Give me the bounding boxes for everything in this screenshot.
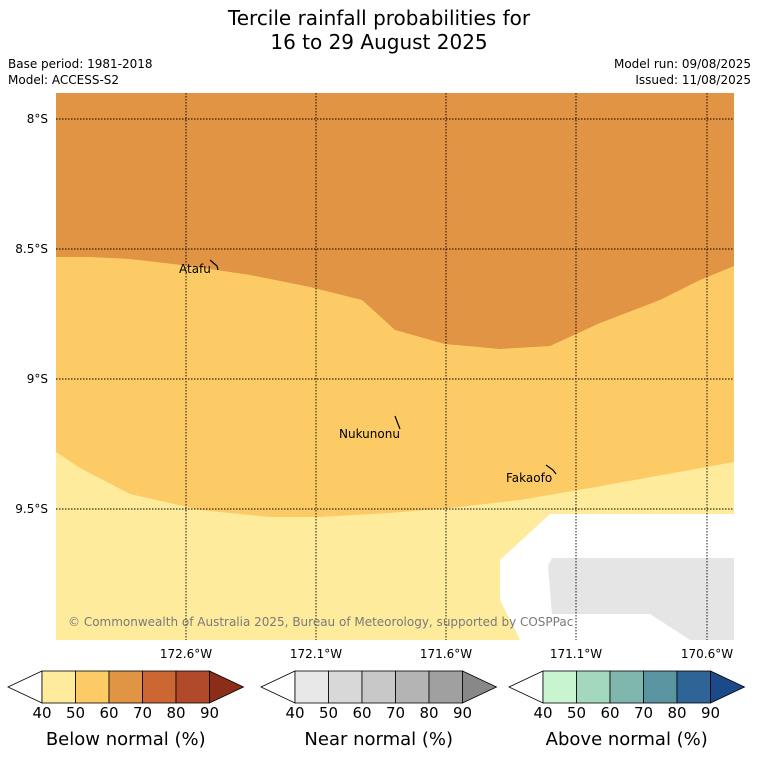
near-legend-tick: 40 — [285, 704, 305, 722]
near-legend-swatch — [428, 670, 463, 704]
lat-label-9s: 9°S — [26, 372, 48, 386]
model-name: Model: ACCESS-S2 — [8, 73, 120, 87]
lat-label-8-5s: 8.5°S — [15, 242, 48, 256]
issued-date: Issued: 11/08/2025 — [635, 73, 751, 87]
title-line-2: 16 to 29 August 2025 — [270, 30, 488, 54]
above-legend-tick: 90 — [700, 704, 721, 722]
place-atafu: Atafu — [179, 262, 211, 276]
above-legend-swatch — [676, 670, 711, 704]
near-legend-arrow-high — [462, 670, 498, 704]
legend-bars — [7, 670, 746, 704]
copyright-text: © Commonwealth of Australia 2025, Bureau… — [68, 615, 574, 629]
nukunonu-outline — [394, 415, 401, 430]
below-legend-label: Below normal (%) — [45, 729, 206, 750]
near-legend-tick: 50 — [318, 704, 339, 722]
below-legend-tick: 70 — [132, 704, 153, 722]
above-legend-label: Above normal (%) — [545, 729, 708, 750]
below-legend-swatch — [41, 670, 76, 704]
above-legend-arrow-low — [508, 670, 544, 704]
lat-label-9-5s: 9.5°S — [15, 502, 48, 516]
near-legend-swatch — [294, 670, 329, 704]
near-legend-label: Near normal (%) — [304, 729, 454, 750]
below-legend-arrow-low — [7, 670, 43, 704]
near-legend-tick: 60 — [352, 704, 372, 722]
near-legend-tick: 80 — [419, 704, 439, 722]
above-legend-tick: 60 — [600, 704, 620, 722]
region-no-data-grey — [548, 558, 734, 640]
near-legend-swatch — [361, 670, 396, 704]
above-legend-swatch — [542, 670, 577, 704]
fakaofo-outline — [545, 464, 557, 475]
above-legend-swatch — [643, 670, 678, 704]
gridlines — [56, 93, 734, 640]
place-fakaofo: Fakaofo — [506, 471, 553, 485]
model-run: Model run: 09/08/2025 — [613, 57, 751, 71]
place-nukunonu: Nukunonu — [339, 427, 400, 441]
atafu-outline — [209, 259, 219, 271]
near-legend-swatch — [395, 670, 430, 704]
below-legend-tick: 90 — [199, 704, 220, 722]
below-legend-tick: 60 — [99, 704, 119, 722]
title-line-1: Tercile rainfall probabilities for — [227, 6, 531, 30]
lon-label-172-6w: 172.6°W — [159, 647, 213, 661]
lon-label-170-6w: 170.6°W — [680, 647, 734, 661]
above-legend-tick: 70 — [633, 704, 654, 722]
above-legend-swatch — [609, 670, 644, 704]
below-legend-swatch — [108, 670, 143, 704]
below-legend-tick: 80 — [166, 704, 186, 722]
below-legend-tick: 50 — [65, 704, 86, 722]
below-legend-swatch — [175, 670, 210, 704]
lon-label-172-1w: 172.1°W — [289, 647, 343, 661]
near-legend-tick: 70 — [385, 704, 406, 722]
below-legend-swatch — [75, 670, 110, 704]
lat-label-8s: 8°S — [26, 112, 48, 126]
below-legend-swatch — [142, 670, 177, 704]
above-legend-swatch — [576, 670, 611, 704]
near-legend-tick: 90 — [452, 704, 473, 722]
below-legend-tick: 40 — [32, 704, 52, 722]
base-period: Base period: 1981-2018 — [8, 57, 153, 71]
region-below-60 — [56, 93, 734, 349]
above-legend-tick: 80 — [667, 704, 687, 722]
islands — [209, 259, 557, 475]
below-legend-arrow-high — [209, 670, 245, 704]
lon-label-171-1w: 171.1°W — [549, 647, 603, 661]
near-legend-swatch — [328, 670, 363, 704]
above-legend-arrow-high — [710, 670, 746, 704]
above-legend-tick: 40 — [533, 704, 553, 722]
lon-label-171-6w: 171.6°W — [419, 647, 473, 661]
above-legend-tick: 50 — [566, 704, 587, 722]
near-legend-arrow-low — [260, 670, 296, 704]
